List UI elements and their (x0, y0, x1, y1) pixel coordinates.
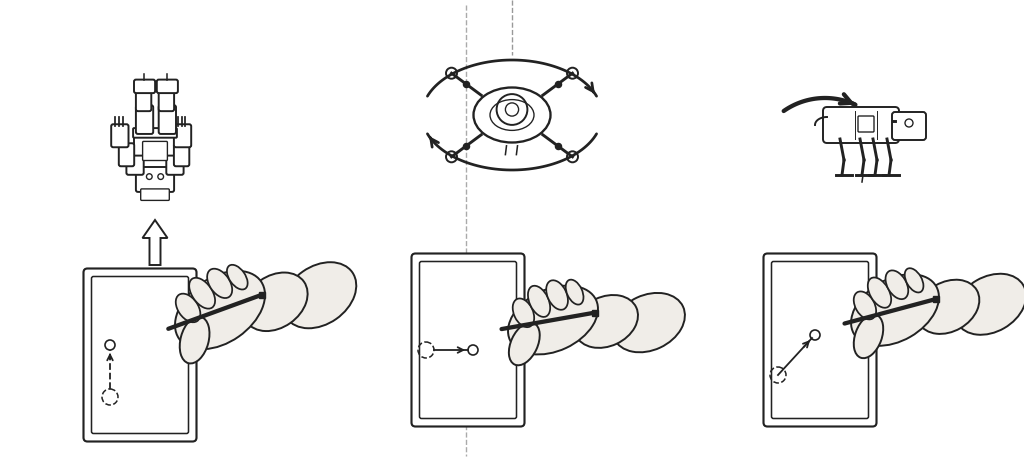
FancyBboxPatch shape (84, 268, 197, 442)
Ellipse shape (509, 322, 540, 365)
FancyBboxPatch shape (140, 189, 169, 201)
FancyBboxPatch shape (142, 142, 167, 160)
Ellipse shape (574, 295, 638, 348)
FancyBboxPatch shape (764, 254, 877, 426)
FancyBboxPatch shape (166, 156, 183, 175)
Circle shape (506, 103, 518, 116)
Ellipse shape (180, 317, 210, 363)
FancyBboxPatch shape (159, 86, 174, 111)
FancyBboxPatch shape (134, 80, 155, 93)
FancyBboxPatch shape (126, 156, 143, 175)
Ellipse shape (851, 274, 939, 346)
Ellipse shape (528, 286, 550, 317)
Ellipse shape (854, 314, 884, 358)
Ellipse shape (886, 271, 908, 299)
FancyBboxPatch shape (823, 107, 899, 143)
Ellipse shape (916, 280, 979, 334)
FancyBboxPatch shape (412, 254, 524, 426)
Ellipse shape (867, 278, 891, 308)
FancyBboxPatch shape (420, 261, 516, 419)
Polygon shape (142, 220, 168, 265)
FancyBboxPatch shape (136, 86, 152, 111)
FancyBboxPatch shape (771, 261, 868, 419)
FancyBboxPatch shape (892, 112, 926, 140)
FancyBboxPatch shape (157, 80, 178, 93)
FancyBboxPatch shape (112, 124, 128, 147)
Ellipse shape (565, 280, 584, 305)
FancyBboxPatch shape (174, 124, 191, 147)
FancyBboxPatch shape (136, 105, 154, 134)
FancyBboxPatch shape (133, 128, 177, 138)
Ellipse shape (243, 272, 307, 331)
Ellipse shape (189, 278, 215, 309)
Ellipse shape (207, 269, 232, 298)
FancyBboxPatch shape (91, 277, 188, 433)
Circle shape (810, 330, 820, 340)
Ellipse shape (513, 298, 535, 327)
Circle shape (468, 345, 478, 355)
Ellipse shape (175, 271, 265, 349)
Ellipse shape (905, 268, 924, 292)
Ellipse shape (954, 274, 1024, 335)
Ellipse shape (546, 280, 568, 310)
Ellipse shape (854, 291, 877, 319)
Ellipse shape (473, 88, 551, 142)
Ellipse shape (508, 285, 598, 355)
FancyBboxPatch shape (134, 131, 176, 171)
FancyBboxPatch shape (858, 116, 874, 132)
Ellipse shape (227, 265, 248, 290)
Ellipse shape (490, 100, 534, 130)
FancyBboxPatch shape (119, 143, 134, 166)
Ellipse shape (176, 294, 201, 322)
FancyBboxPatch shape (174, 143, 189, 166)
Circle shape (105, 340, 115, 350)
FancyBboxPatch shape (136, 167, 174, 192)
Ellipse shape (283, 262, 356, 328)
Ellipse shape (612, 293, 685, 352)
FancyBboxPatch shape (159, 105, 176, 134)
